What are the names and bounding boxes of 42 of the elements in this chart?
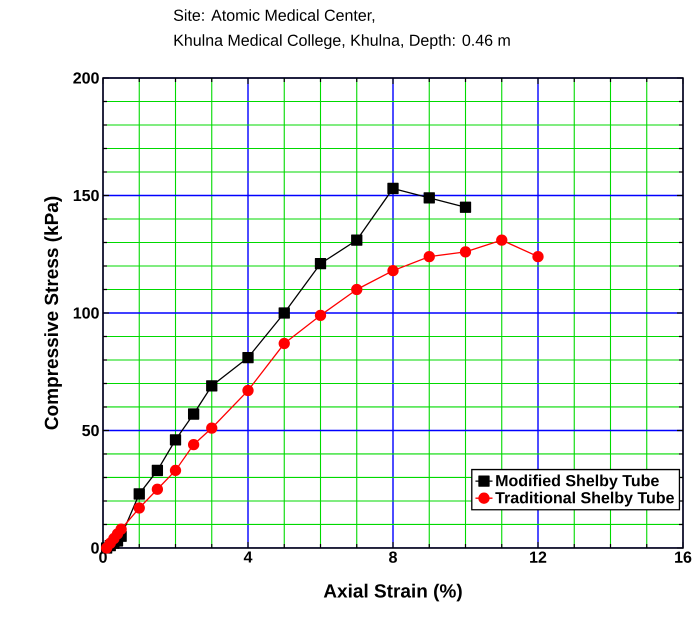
point — [170, 434, 182, 446]
y-tick-label: 200 — [73, 72, 99, 84]
point — [387, 182, 399, 194]
y-tick-label: 0 — [91, 542, 99, 554]
point — [188, 408, 200, 420]
point — [314, 258, 326, 270]
x-axis-title: Axial Strain (%) — [324, 584, 462, 602]
y-tick-label: 100 — [74, 307, 99, 319]
point — [152, 484, 164, 495]
x-tick-label: 8 — [389, 552, 397, 563]
x-tick-label: 12 — [530, 552, 546, 563]
point — [206, 422, 218, 434]
point — [387, 265, 399, 276]
point — [188, 438, 200, 450]
point — [242, 352, 254, 364]
point — [134, 502, 145, 514]
point — [115, 524, 127, 535]
point — [278, 338, 290, 350]
point — [532, 250, 544, 262]
point — [496, 234, 508, 246]
point — [460, 246, 472, 258]
point — [242, 384, 254, 396]
x-tick-label: 16 — [675, 552, 692, 563]
point — [460, 202, 472, 213]
legend-label: Traditional Shelby Tube — [495, 492, 674, 507]
y-tick-label: 50 — [82, 424, 99, 436]
point — [134, 488, 145, 500]
chart-title: Site: Atomic Medical Center, — [174, 9, 374, 23]
point — [152, 464, 164, 476]
point — [278, 307, 290, 319]
x-tick-label: 4 — [244, 552, 252, 563]
point — [206, 380, 218, 392]
point — [170, 464, 182, 476]
point — [424, 250, 435, 262]
legend-label: Modified Shelby Tube — [496, 474, 659, 490]
point — [424, 192, 435, 204]
y-axis-title: Compressive Stress (kPa) — [44, 196, 62, 430]
point — [351, 234, 362, 246]
point — [351, 284, 362, 296]
chart-subtitle: Khulna Medical College, Khulna, Depth: 0.46 m — [174, 34, 510, 50]
point — [314, 310, 326, 321]
y-tick-label: 150 — [74, 190, 99, 202]
